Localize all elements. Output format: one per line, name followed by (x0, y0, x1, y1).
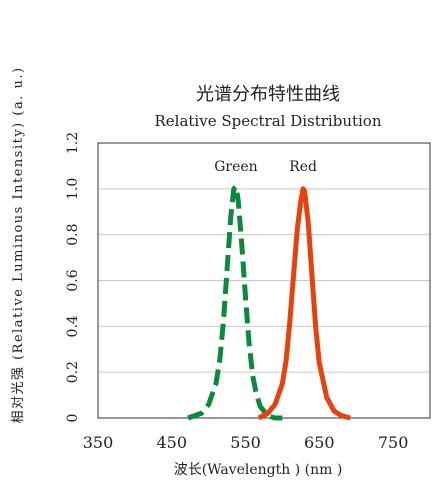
y-axis-label: 相对光强 (Relative Luminous Intensity) (a. u… (11, 66, 26, 423)
y-tick-label: 0.8 (65, 224, 81, 246)
chart-title: 光谱分布特性曲线 (196, 84, 340, 105)
x-tick-label: 450 (157, 433, 188, 452)
green-series-label: Green (214, 159, 257, 175)
red-series-label: Red (289, 159, 317, 175)
y-tick-label: 1.0 (65, 178, 81, 200)
y-tick-label: 0.6 (65, 269, 81, 291)
x-tick-label: 650 (304, 433, 335, 452)
x-tick-label: 350 (83, 433, 114, 452)
grid-lines (98, 188, 430, 373)
chart-subtitle: Relative Spectral Distribution (154, 112, 381, 130)
y-tick-label: 0.2 (65, 361, 81, 383)
red-series-line (257, 186, 351, 421)
tick-labels: 0 0.2 0.4 0.6 0.8 1.0 1.2 350 450 550 650 750 (65, 132, 408, 452)
series-layer (187, 184, 351, 421)
x-tick-label: 550 (230, 433, 261, 452)
green-series-line (187, 184, 283, 421)
series-labels: Green Red (214, 159, 317, 175)
y-tick-label: 0.4 (65, 315, 81, 337)
x-tick-label: 750 (378, 433, 409, 452)
y-tick-label: 1.2 (65, 132, 81, 154)
x-axis-label: 波长(Wavelength ) (nm ) (174, 462, 343, 478)
y-tick-label: 0 (65, 414, 81, 423)
